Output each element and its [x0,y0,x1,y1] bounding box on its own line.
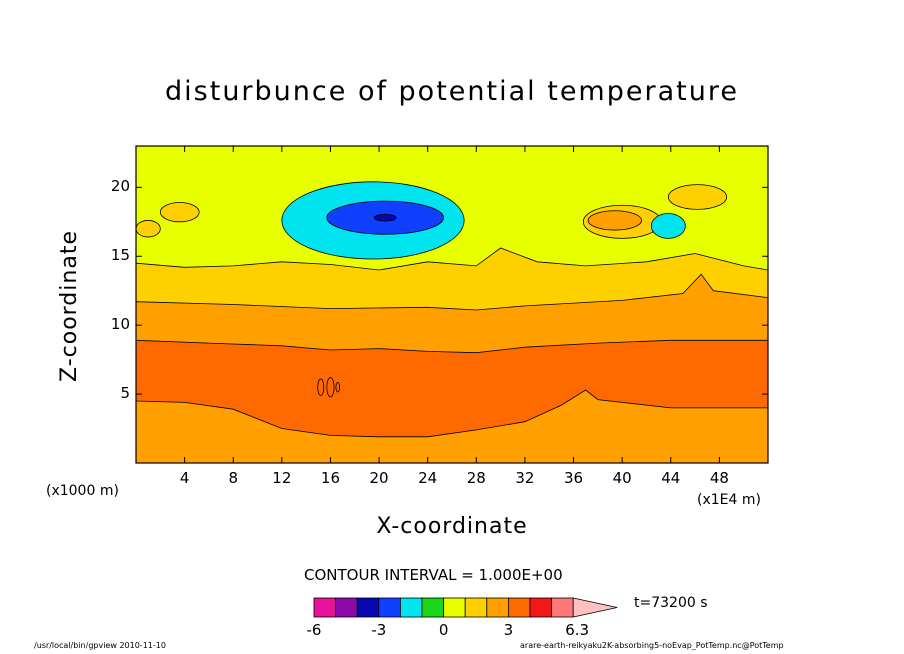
colorbar-tick-label: 0 [438,621,449,639]
x-tick-label: 20 [369,469,389,487]
cold-blob-right [650,213,686,239]
small-cell-3 [335,381,340,393]
colorbar-box [507,597,531,618]
x-tick-label: 4 [179,469,190,487]
colorbar-box [551,597,574,618]
colorbar-box [464,597,488,618]
chart-title: disturbunce of potential temperature [165,76,739,107]
plot-frame [135,145,769,464]
x-tick-label: 28 [466,469,486,487]
colorbar-arrow [572,597,618,618]
colorbar-box [529,597,553,618]
time-label: t=73200 s [634,595,708,611]
y-tick-label: 20 [110,177,130,196]
warm-blob-left [159,202,200,223]
axis-ticks [136,146,768,463]
x-tick-label: 36 [563,469,584,487]
y-tick-label: 10 [110,315,130,334]
warm-blob-far-left [136,220,161,238]
x-tick-label: 16 [320,469,340,487]
x-tick-label: 24 [418,469,438,487]
x-tick-label: 48 [709,469,729,487]
colorbar-box [356,597,380,618]
colorbar-box [421,597,445,618]
y-axis-label: Z-coordinate [57,230,82,382]
colorbar-box [378,597,401,618]
y-tick-label: 15 [110,246,130,265]
x-tick-label: 8 [228,469,238,487]
colorbar-box [443,597,466,618]
x-tick-label: 32 [515,469,535,487]
footer-program-path: /usr/local/bin/gpview 2010-11-10 [34,641,166,650]
colorbar-box [313,597,337,618]
colorbar-box [486,597,509,618]
contour-fill [136,146,768,463]
warm-blob-upper-right [667,184,728,210]
band-level-3 [136,339,768,438]
cold-anomaly-core [373,213,397,222]
x-tick-label: 40 [612,469,632,487]
warm-blob-right-inner [587,210,642,231]
colorbar-tick-label: 6.3 [565,621,590,639]
x-axis-unit: (x1E4 m) [697,492,761,508]
colorbar-box [399,597,423,618]
y-tick-label: 5 [120,384,130,403]
small-cell-2 [326,377,335,398]
x-axis-label: X-coordinate [376,514,528,539]
small-cell-1 [317,378,325,396]
colorbar-tick-label: 3 [503,621,514,639]
footer-file-name: arare-earth-reikyaku2K-absorbing5-noEvap… [520,641,784,650]
contour-interval-label: CONTOUR INTERVAL = 1.000E+00 [304,566,563,584]
colorbar-tick-label: -3 [371,621,387,639]
colorbar-tick-label: -6 [306,621,322,639]
colorbar-box [335,597,358,618]
x-tick-label: 12 [272,469,292,487]
y-axis-unit: (x1000 m) [46,483,119,499]
colorbar [313,597,618,618]
x-tick-label: 44 [661,469,681,487]
